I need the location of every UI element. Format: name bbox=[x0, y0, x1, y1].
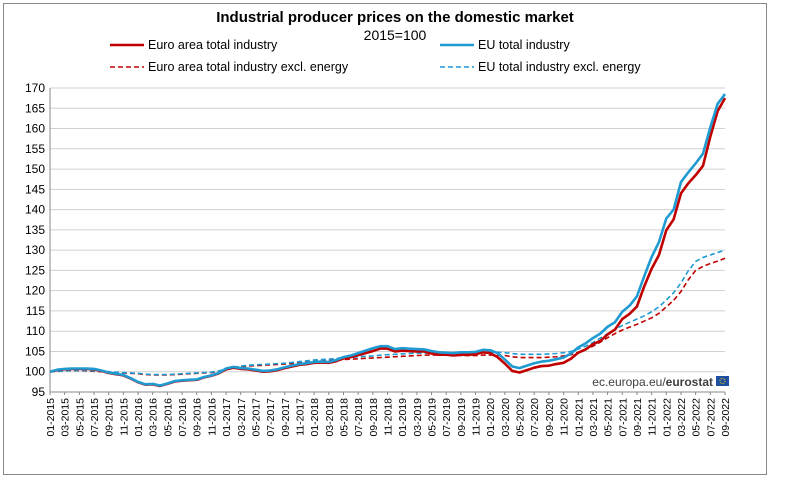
x-tick-label: 01-2020 bbox=[485, 398, 497, 437]
x-tick-label: 05-2020 bbox=[515, 398, 527, 437]
x-tick-label: 07-2017 bbox=[265, 398, 277, 437]
x-tick-label: 07-2022 bbox=[705, 398, 717, 437]
x-tick-label: 01-2018 bbox=[309, 398, 321, 437]
x-tick-label: 07-2019 bbox=[441, 398, 453, 437]
x-tick-label: 11-2018 bbox=[383, 398, 395, 436]
x-axis: 01-2015 03-2015 05-2015 07-2015 09-2015 11-20… bbox=[45, 392, 732, 437]
chart-frame bbox=[3, 3, 767, 475]
x-tick-label: 01-2022 bbox=[661, 398, 673, 437]
x-tick-label: 09-2015 bbox=[104, 398, 116, 437]
y-tick-label: 135 bbox=[25, 223, 45, 237]
x-tick-label: 03-2017 bbox=[236, 398, 248, 437]
x-tick-label: 07-2018 bbox=[353, 398, 365, 437]
chart-subtitle: 2015=100 bbox=[364, 27, 427, 43]
x-tick-label: 09-2016 bbox=[192, 398, 204, 437]
x-tick-label: 05-2015 bbox=[74, 398, 86, 437]
y-tick-label: 140 bbox=[25, 203, 45, 217]
x-tick-label: 07-2015 bbox=[89, 398, 101, 437]
x-tick-label: 03-2020 bbox=[500, 398, 512, 437]
legend-label: Euro area total industry excl. energy bbox=[148, 60, 349, 74]
x-tick-label: 07-2016 bbox=[177, 398, 189, 437]
x-tick-label: 11-2020 bbox=[559, 398, 571, 436]
x-tick-label: 03-2018 bbox=[324, 398, 336, 437]
x-tick-label: 01-2019 bbox=[397, 398, 409, 437]
x-tick-label: 09-2022 bbox=[720, 398, 732, 437]
eu-flag-icon bbox=[716, 376, 729, 386]
y-tick-label: 100 bbox=[25, 365, 45, 379]
y-tick-label: 170 bbox=[25, 81, 45, 95]
x-tick-label: 05-2022 bbox=[691, 398, 703, 437]
x-tick-label: 09-2018 bbox=[368, 398, 380, 437]
x-tick-label: 07-2021 bbox=[617, 398, 629, 437]
y-axis: 95 100 105 110 115 120 125 130 135 140 145 150 155 16… bbox=[25, 81, 725, 399]
x-tick-label: 07-2020 bbox=[529, 398, 541, 437]
x-tick-label: 05-2016 bbox=[162, 398, 174, 437]
y-tick-label: 110 bbox=[26, 324, 45, 338]
legend-label: EU total industry bbox=[478, 38, 570, 52]
source-note: ec.europa.eu/eurostat bbox=[592, 375, 729, 389]
x-tick-label: 09-2017 bbox=[280, 398, 292, 437]
x-tick-label: 03-2015 bbox=[60, 398, 72, 437]
x-tick-label: 03-2019 bbox=[412, 398, 424, 437]
gridlines bbox=[50, 87, 725, 393]
source-prefix: ec.europa.eu/ bbox=[592, 375, 666, 389]
x-tick-label: 05-2018 bbox=[338, 398, 350, 437]
x-tick-label: 09-2020 bbox=[544, 398, 556, 437]
y-tick-label: 145 bbox=[25, 182, 45, 196]
y-tick-label: 160 bbox=[25, 122, 45, 136]
y-tick-label: 125 bbox=[25, 263, 45, 277]
x-tick-label: 11-2015 bbox=[118, 398, 130, 436]
legend-label: EU total industry excl. energy bbox=[478, 60, 641, 74]
series-lines bbox=[49, 93, 727, 388]
x-tick-label: 05-2017 bbox=[250, 398, 262, 437]
x-tick-label: 03-2022 bbox=[676, 398, 688, 437]
y-tick-label: 155 bbox=[25, 142, 45, 156]
y-tick-label: 130 bbox=[25, 243, 45, 257]
source-brand: eurostat bbox=[666, 375, 713, 389]
x-tick-label: 11-2017 bbox=[294, 398, 306, 436]
y-tick-label: 120 bbox=[25, 284, 45, 298]
x-tick-label: 01-2021 bbox=[573, 398, 585, 437]
legend-label: Euro area total industry bbox=[148, 38, 278, 52]
x-tick-label: 01-2015 bbox=[45, 398, 57, 437]
x-tick-label: 03-2021 bbox=[588, 398, 600, 437]
x-tick-label: 01-2016 bbox=[133, 398, 145, 437]
y-tick-label: 105 bbox=[25, 344, 45, 358]
svg-text:ec.europa.eu/eurostat: ec.europa.eu/eurostat bbox=[592, 375, 713, 389]
y-tick-label: 150 bbox=[25, 162, 45, 176]
x-tick-label: 05-2019 bbox=[427, 398, 439, 437]
y-tick-label: 95 bbox=[32, 385, 46, 399]
x-tick-label: 09-2021 bbox=[632, 398, 644, 437]
series-line bbox=[49, 249, 726, 376]
x-tick-label: 11-2019 bbox=[471, 398, 483, 436]
x-tick-label: 03-2016 bbox=[148, 398, 160, 437]
x-tick-label: 09-2019 bbox=[456, 398, 468, 437]
x-tick-label: 05-2021 bbox=[603, 398, 615, 437]
y-tick-label: 165 bbox=[25, 101, 45, 115]
chart-title: Industrial producer prices on the domest… bbox=[216, 9, 574, 26]
y-tick-label: 115 bbox=[26, 304, 45, 318]
eu-stars-icon bbox=[719, 377, 726, 385]
x-tick-label: 01-2017 bbox=[221, 398, 233, 437]
series-line bbox=[49, 97, 727, 388]
x-tick-label: 11-2016 bbox=[206, 398, 218, 436]
x-tick-label: 11-2021 bbox=[647, 398, 659, 436]
legend: Euro area total industry EU total industr… bbox=[110, 38, 641, 74]
series-line bbox=[49, 93, 727, 387]
